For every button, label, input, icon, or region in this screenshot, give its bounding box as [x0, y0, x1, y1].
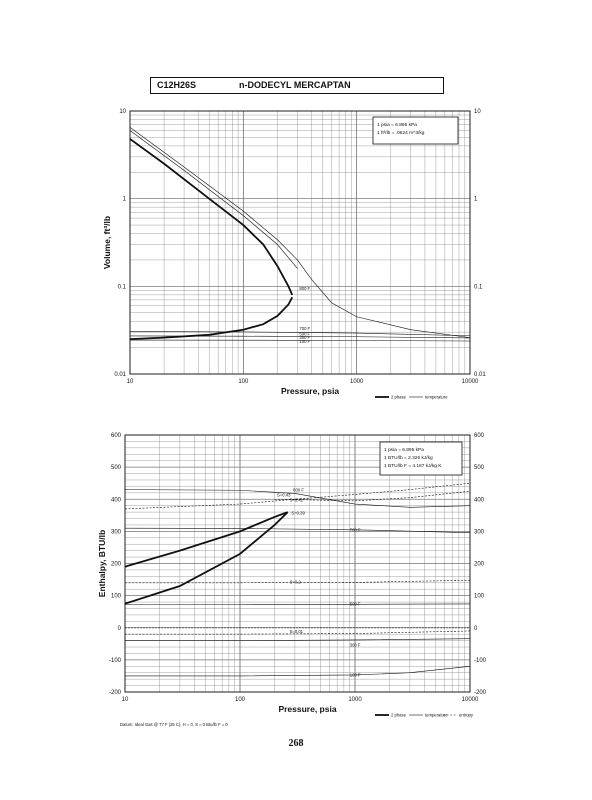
series-isotherm-700F	[124, 527, 471, 533]
y-tick-label: 100	[111, 594, 122, 600]
x-tick-label: 10000	[462, 379, 479, 385]
conversion-box	[372, 116, 459, 145]
y-tick-label: 400	[111, 497, 122, 503]
x-tick-label: 100	[235, 697, 246, 703]
conversion-text: 1 psia = 6.895 kPa	[377, 122, 417, 128]
y-tick-label: 500	[111, 465, 122, 471]
series-isotherm-500F	[125, 603, 471, 605]
y-axis-label: Enthalpy, BTU/lb	[97, 530, 107, 597]
y-tick-label-right: 0.1	[474, 284, 483, 290]
chart-title-box: C12H26S n-DODECYL MERCAPTAN	[150, 77, 444, 94]
conversion-text: 1 psia = 6.895 kPa	[384, 447, 424, 453]
series-isotherm-700F	[129, 130, 298, 269]
x-tick-label: 10	[127, 379, 134, 385]
y-tick-label: 0.1	[118, 284, 127, 290]
y-tick-label: -200	[109, 690, 122, 696]
isotherm-label: 100 F	[299, 339, 310, 344]
compound-formula: C12H26S	[157, 80, 197, 90]
conversion-text: 1 BTU/lb = 2.326 kJ/kg	[384, 455, 433, 461]
x-axis-label: Pressure, psia	[281, 386, 339, 396]
series-entropy-S0.41	[274, 490, 471, 502]
curve-label: 300 F	[350, 642, 361, 647]
isotherm-label: 800 F	[299, 286, 310, 291]
curve-label: 500 F	[350, 601, 361, 606]
curve-label: 800 F	[293, 488, 304, 493]
y-tick-label: -100	[109, 658, 122, 664]
curve-label: S=0.39	[291, 511, 305, 516]
curve-label: 700 F	[350, 527, 361, 532]
compound-name: n-DODECYL MERCAPTAN	[239, 80, 351, 90]
x-tick-label: 1000	[348, 697, 362, 703]
y-tick-label: 600	[111, 433, 122, 439]
plot-frame	[124, 434, 471, 693]
isotherm-label: 700 F	[299, 326, 310, 331]
x-tick-label: 100	[238, 379, 249, 385]
x-axis-label: Pressure, psia	[278, 704, 336, 714]
series-isotherm-500F	[129, 331, 471, 337]
series-isotherm-300F	[125, 638, 471, 641]
series-isotherm-800F	[124, 489, 471, 508]
series-isotherm-800F	[129, 127, 471, 338]
curve-label: S=0.41	[290, 497, 304, 502]
y-tick-label-right: 400	[474, 497, 485, 503]
conversion-text: 1 ft³/lb = .0624 m^3/kg	[377, 130, 425, 136]
y-tick-label-right: 300	[474, 529, 485, 535]
isotherm-label: 500 F	[299, 332, 310, 337]
conversion-text: 1 BTU/lb F = 4.187 kJ/kg K	[384, 463, 442, 469]
curve-label: S=0.01	[290, 629, 304, 634]
series-two-phase-vapor	[124, 511, 289, 568]
y-tick-label: 200	[111, 562, 122, 568]
y-tick-label-right: -200	[474, 690, 487, 696]
y-tick-label: 0.01	[114, 372, 126, 378]
series-isotherm-100F	[129, 339, 471, 342]
y-tick-label-right: 0.01	[474, 372, 486, 378]
y-tick-label-right: 500	[474, 465, 485, 471]
y-tick-label-right: 200	[474, 562, 485, 568]
y-tick-label-right: 600	[474, 433, 485, 439]
y-tick-label: 1	[123, 197, 127, 203]
curve-label: 100 F	[350, 673, 361, 678]
y-tick-label: 0	[118, 626, 122, 632]
x-tick-label: 10000	[462, 697, 479, 703]
series-two-phase-vapor	[129, 138, 294, 296]
datum-footnote: Datum: Ideal Gas @ 77 F (25 C), H = 0, S…	[120, 722, 228, 727]
series-entropy-S0.01	[125, 630, 471, 635]
series-entropy-S0.43	[124, 482, 471, 510]
y-tick-label: 300	[111, 529, 122, 535]
isotherm-label: 300 F	[299, 335, 310, 340]
y-tick-label-right: 1	[474, 197, 478, 203]
y-axis-label: Volume, ft³/lb	[102, 216, 112, 269]
plot-frame	[129, 110, 471, 375]
y-tick-label-right: 10	[474, 109, 481, 115]
legend-label: 2 phase	[391, 395, 407, 400]
page-number: 268	[288, 738, 304, 749]
curve-label: S=0.2	[290, 579, 302, 584]
y-tick-label-right: 100	[474, 594, 485, 600]
x-tick-label: 1000	[350, 379, 364, 385]
series-entropy-S0.2	[125, 579, 471, 584]
series-two-phase-liquid	[129, 296, 294, 341]
conversion-box	[379, 441, 463, 476]
y-tick-label: 10	[119, 109, 126, 115]
legend-label: temperature	[425, 395, 448, 400]
legend-label: entropy	[459, 713, 474, 718]
legend-label: temperature	[425, 713, 448, 718]
y-tick-label-right: -100	[474, 658, 487, 664]
x-tick-label: 10	[122, 697, 129, 703]
series-two-phase-liquid	[124, 511, 289, 605]
y-tick-label-right: 0	[474, 626, 478, 632]
series-isotherm-300F	[129, 335, 471, 339]
series-isotherm-100F	[125, 666, 471, 677]
curve-label: S=0.43	[277, 493, 291, 498]
legend-label: 2 phase	[391, 713, 407, 718]
